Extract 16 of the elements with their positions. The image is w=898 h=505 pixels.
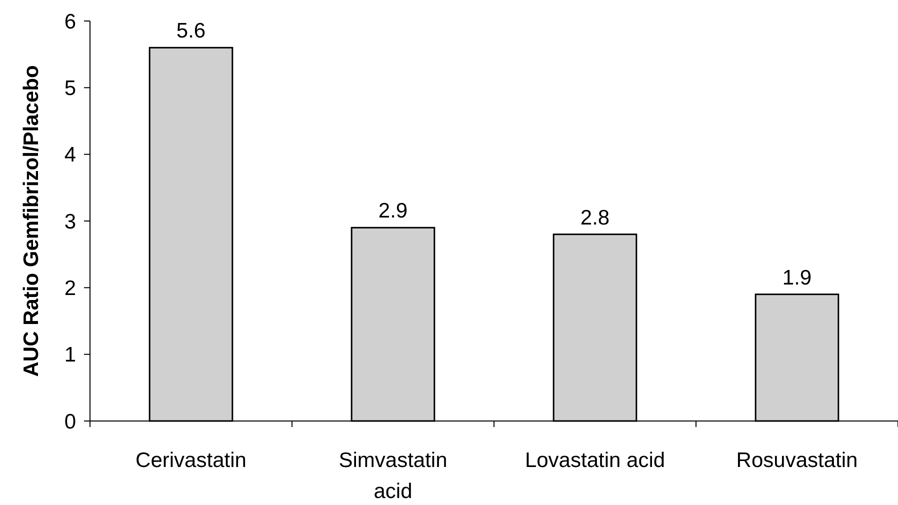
data-label: 2.8 bbox=[580, 206, 610, 230]
y-tick-label: 5 bbox=[64, 77, 76, 100]
data-label: 2.9 bbox=[378, 200, 408, 223]
y-tick-label: 2 bbox=[64, 277, 76, 300]
y-tick-label: 4 bbox=[64, 144, 76, 167]
data-label: 5.6 bbox=[176, 20, 206, 43]
x-tick-label: Lovastatin acid bbox=[524, 449, 666, 472]
y-axis-title: AUC Ratio Gemfibrizol/Placebo bbox=[20, 65, 43, 377]
x-tick-label: Rosuvastatin bbox=[736, 449, 858, 472]
x-tick-label: Simvastatin acid bbox=[338, 449, 448, 503]
y-tick-label: 1 bbox=[64, 344, 76, 367]
y-tick-label: 0 bbox=[64, 410, 76, 434]
data-label: 1.9 bbox=[782, 266, 812, 290]
x-tick-label: Cerivastatin bbox=[136, 449, 246, 472]
y-tick-label: 3 bbox=[64, 210, 76, 234]
y-tick-label: 6 bbox=[64, 10, 76, 34]
